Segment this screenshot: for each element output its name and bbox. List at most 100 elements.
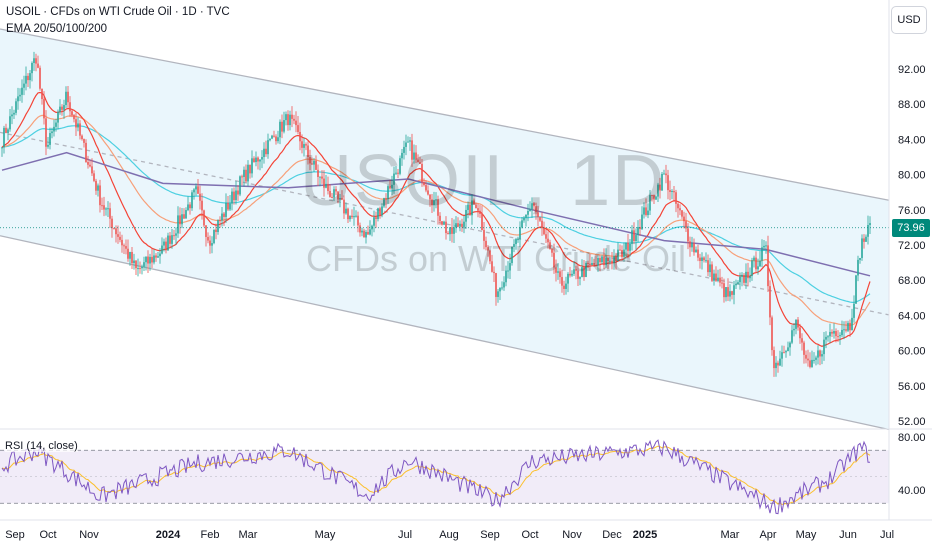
rsi-legend[interactable]: RSI (14, close) — [5, 440, 78, 452]
candle-body — [99, 185, 101, 206]
candle-body — [497, 291, 499, 297]
candle-body — [341, 198, 343, 200]
candle-body — [53, 126, 55, 132]
rsi-line — [1, 439, 870, 515]
candle-body — [769, 286, 771, 318]
candle-body — [783, 352, 785, 354]
candle-body — [865, 236, 867, 242]
indicator-legend[interactable]: EMA 20/50/100/200 — [6, 23, 108, 35]
candle-body — [269, 138, 271, 141]
candle-body — [7, 129, 9, 133]
candle-body — [237, 190, 239, 195]
channel-upper-line — [0, 28, 890, 201]
candle-body — [277, 137, 279, 142]
candle-body — [623, 249, 625, 257]
candle-body — [279, 121, 281, 138]
candle-body — [285, 114, 287, 121]
time-axis[interactable]: Sep Oct Nov 2024 Feb Mar May Jul Aug Sep Oct Nov Dec… — [5, 529, 894, 541]
candle-body — [339, 198, 341, 200]
candle-body — [513, 244, 515, 247]
candle-body — [791, 330, 793, 343]
candle-body — [787, 347, 789, 352]
candle-body — [305, 144, 307, 146]
candle-body — [813, 359, 815, 361]
candle-body — [349, 215, 351, 220]
price-axis[interactable]: 92.00 88.00 84.00 80.00 76.00 72.00 68.00 64.00… — [898, 64, 926, 428]
candle-body — [721, 282, 723, 284]
candle-body — [229, 203, 231, 210]
candle-body — [33, 58, 35, 63]
candle-body — [307, 145, 309, 158]
candle-body — [193, 189, 195, 193]
candle-body — [545, 234, 547, 239]
candle-body — [505, 270, 507, 283]
candle-body — [671, 190, 673, 192]
candle-body — [469, 204, 471, 216]
candle-body — [801, 338, 803, 343]
candle-body — [567, 273, 569, 284]
candle-body — [131, 252, 133, 264]
candle-body — [247, 164, 249, 182]
candle-body — [709, 264, 711, 273]
candle-body — [631, 230, 633, 244]
candle-body — [125, 246, 127, 249]
candle-body — [381, 206, 383, 216]
candle-body — [579, 277, 581, 279]
candle-body — [673, 190, 675, 193]
candle-body — [743, 274, 745, 283]
candle-body — [147, 256, 149, 264]
candle-body — [661, 173, 663, 191]
candle-body — [701, 257, 703, 261]
candle-body — [367, 231, 369, 235]
candle-body — [201, 200, 203, 211]
price-tick-label: 56.00 — [898, 381, 926, 393]
candle-body — [487, 247, 489, 251]
candle-body — [227, 202, 229, 210]
candle-body — [21, 87, 23, 95]
candle-body — [353, 216, 355, 218]
candle-body — [423, 182, 425, 186]
candle-body — [587, 262, 589, 264]
candle-body — [141, 266, 143, 269]
candle-body — [549, 242, 551, 249]
candle-body — [15, 101, 17, 113]
chart-title: USOIL · CFDs on WTI Crude Oil · 1D · TVC — [6, 6, 230, 18]
candle-body — [775, 362, 777, 369]
candle-body — [77, 123, 79, 128]
candle-body — [629, 243, 631, 251]
candle-body — [397, 172, 399, 174]
candle-body — [369, 229, 371, 235]
candle-body — [669, 190, 671, 192]
candle-body — [847, 322, 849, 331]
candle-body — [59, 106, 61, 112]
candle-body — [225, 202, 227, 217]
candle-body — [467, 204, 469, 210]
candle-body — [745, 271, 747, 283]
candle-body — [625, 242, 627, 250]
candle-body — [85, 142, 87, 163]
candle-body — [155, 255, 157, 258]
candle-body — [383, 198, 385, 207]
price-tick-label: 60.00 — [898, 346, 926, 358]
candle-body — [153, 255, 155, 263]
candle-body — [779, 358, 781, 366]
currency-button[interactable]: USD — [891, 6, 927, 34]
time-tick-label: Mar — [721, 529, 740, 541]
candle-body — [601, 256, 603, 263]
candle-body — [361, 230, 363, 233]
candle-body — [211, 243, 213, 246]
candle-body — [411, 140, 413, 160]
candle-body — [547, 238, 549, 243]
candle-body — [557, 271, 559, 273]
candle-body — [649, 195, 651, 211]
candle-body — [793, 328, 795, 331]
ema-lines — [1, 91, 871, 347]
candle-body — [719, 277, 721, 283]
candle-body — [151, 256, 153, 263]
candle-body — [263, 148, 265, 158]
candle-body — [139, 268, 141, 270]
candle-body — [253, 158, 255, 163]
candle-body — [241, 176, 243, 178]
candle-body — [51, 131, 53, 134]
